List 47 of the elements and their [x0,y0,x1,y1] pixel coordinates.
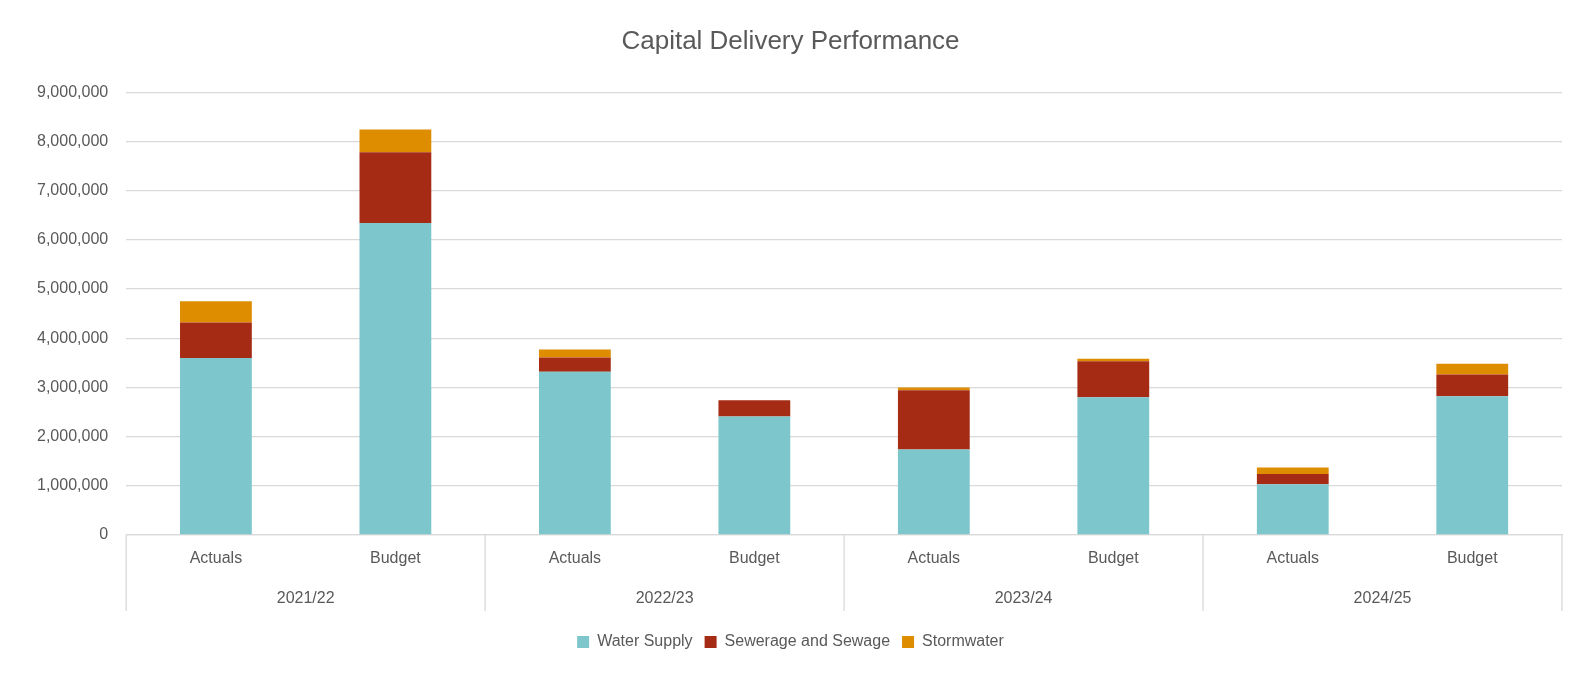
bar [897,390,970,450]
bar [1436,374,1509,397]
bar [718,416,791,535]
x-tick-label: Actuals [907,549,961,567]
bar [1077,361,1150,398]
y-tick-label: 6,000,000 [36,230,109,248]
y-tick-label: 4,000,000 [36,328,109,346]
bar [359,129,432,153]
bar [359,152,432,224]
bar [180,322,252,358]
x-tick-label: Actuals [1266,549,1320,567]
chart-title: Capital Delivery Performance [621,24,960,55]
text: 2021/22 [276,589,335,607]
x-tick-label: Budget [370,549,422,567]
bar [1256,484,1329,535]
x-tick-label: Budget [1446,549,1499,567]
text: 2022/23 [635,589,694,607]
bar [718,400,791,417]
y-tick-label: 2,000,000 [36,427,109,445]
y-tick-label: 8,000,000 [36,131,109,149]
bar [1077,397,1150,535]
bar [180,301,252,323]
bar [1256,467,1329,474]
bar [180,357,252,535]
x-tick-label: Budget [1087,549,1140,567]
bar [897,387,970,391]
bar [1256,473,1329,485]
y-tick-label: 9,000,000 [36,82,109,100]
bar [538,371,611,535]
x-tick-label: Actuals [548,549,602,567]
legend-label: Sewerage and Sewage [724,632,891,650]
bar [897,449,970,535]
legend-label: Stormwater [922,632,1005,650]
y-tick-label: 7,000,000 [36,181,109,199]
y-tick-label: 3,000,000 [36,377,109,395]
bar [538,357,611,372]
y-tick-label: 1,000,000 [36,476,109,494]
text: 2024/25 [1353,589,1412,607]
bar [1436,396,1509,535]
legend-label: Water Supply [597,632,693,650]
bar [359,223,432,535]
bar [1436,363,1509,375]
x-tick-label: Actuals [189,549,243,567]
text: 2023/24 [994,589,1053,607]
y-tick-label: 5,000,000 [36,279,109,297]
y-tick-label: 0 [99,525,109,543]
x-tick-label: Budget [728,549,781,567]
